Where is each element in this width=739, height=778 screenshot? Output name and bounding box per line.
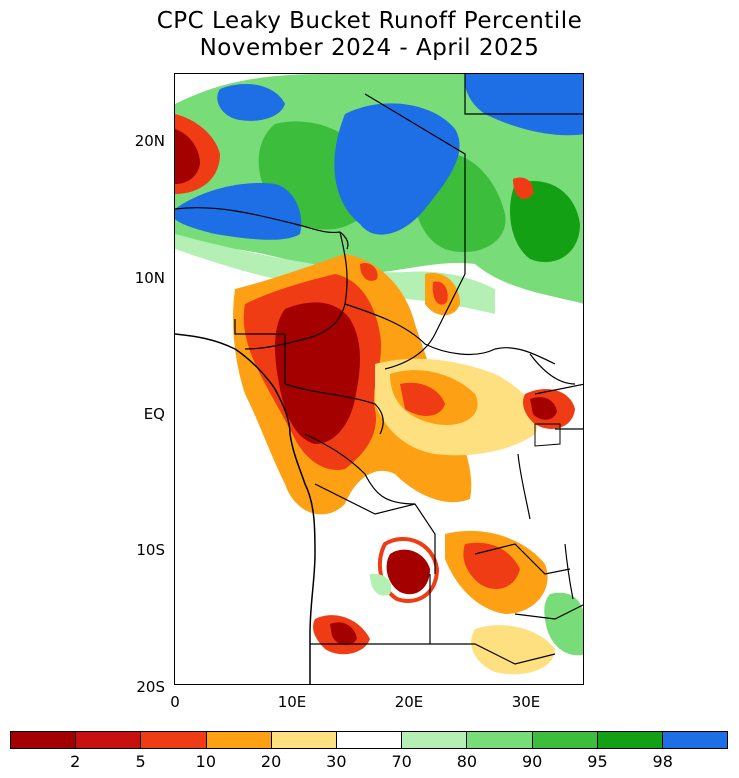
runoff-percentile-map <box>175 74 583 684</box>
map-title: CPC Leaky Bucket Runoff Percentile <box>156 8 583 34</box>
colorbar-swatch <box>597 732 663 748</box>
colorbar-swatch <box>271 732 337 748</box>
lon-label-10e: 10E <box>277 693 307 711</box>
colorbar-label: 98 <box>652 752 673 771</box>
lat-label-10s: 10S <box>136 541 165 559</box>
colorbar-label: 2 <box>70 752 81 771</box>
darkred-region-angola <box>386 549 430 595</box>
blue-region-central <box>334 103 460 235</box>
colorbar-swatch <box>141 732 207 748</box>
red-spot-chad <box>432 281 448 305</box>
map-panel <box>174 73 584 685</box>
coastline <box>175 333 316 684</box>
colorbar-swatch <box>206 732 272 748</box>
colorbar-swatch <box>467 732 533 748</box>
blue-region-ne <box>464 74 583 136</box>
lat-label-10n: 10N <box>134 269 165 287</box>
lat-label-20n: 20N <box>134 132 165 150</box>
map-subtitle: November 2024 - April 2025 <box>199 35 540 61</box>
green-spot-south <box>370 573 392 596</box>
colorbar-label: 70 <box>391 752 412 771</box>
lake-chad-outline <box>339 231 349 250</box>
lat-label-eq: EQ <box>143 405 165 423</box>
darkred-region-lake-victoria <box>530 397 557 420</box>
colorbar-label: 30 <box>326 752 347 771</box>
colorbar-swatch <box>11 732 77 748</box>
colorbar-swatch <box>402 732 468 748</box>
colorbar-label: 95 <box>587 752 608 771</box>
colorbar-label: 5 <box>135 752 146 771</box>
colorbar-label: 10 <box>195 752 216 771</box>
colorbar-label: 80 <box>456 752 478 771</box>
darkred-region-namibia <box>330 622 357 646</box>
lat-label-20s: 20S <box>136 678 165 696</box>
lon-label-30e: 30E <box>511 693 541 711</box>
lon-label-0: 0 <box>170 693 180 711</box>
colorbar <box>10 731 728 749</box>
yellow-region-southeast <box>471 625 555 675</box>
country-borders <box>175 74 583 665</box>
red-region-east-central <box>400 382 445 416</box>
red-spot-sudan <box>513 177 534 199</box>
red-region-zambia <box>463 542 520 589</box>
colorbar-swatch <box>336 732 403 748</box>
lon-label-20e: 20E <box>394 693 424 711</box>
green-region-southeast <box>544 592 583 656</box>
lake-tanganyika-outline <box>517 453 531 520</box>
colorbar-swatch <box>532 732 598 748</box>
lake-victoria-outline <box>534 423 561 447</box>
dark-green-region-3 <box>510 180 580 263</box>
darkred-region-far-nw <box>175 129 200 184</box>
blue-region-nw <box>217 84 285 121</box>
colorbar-label: 90 <box>521 752 543 771</box>
darkred-region-central <box>275 302 360 444</box>
colorbar-label: 20 <box>260 752 282 771</box>
colorbar-swatch <box>662 732 728 748</box>
colorbar-swatch <box>76 732 142 748</box>
red-region-angola-ring <box>377 537 440 603</box>
red-spot-small-north <box>360 263 378 281</box>
lake-malawi-outline <box>564 543 574 600</box>
